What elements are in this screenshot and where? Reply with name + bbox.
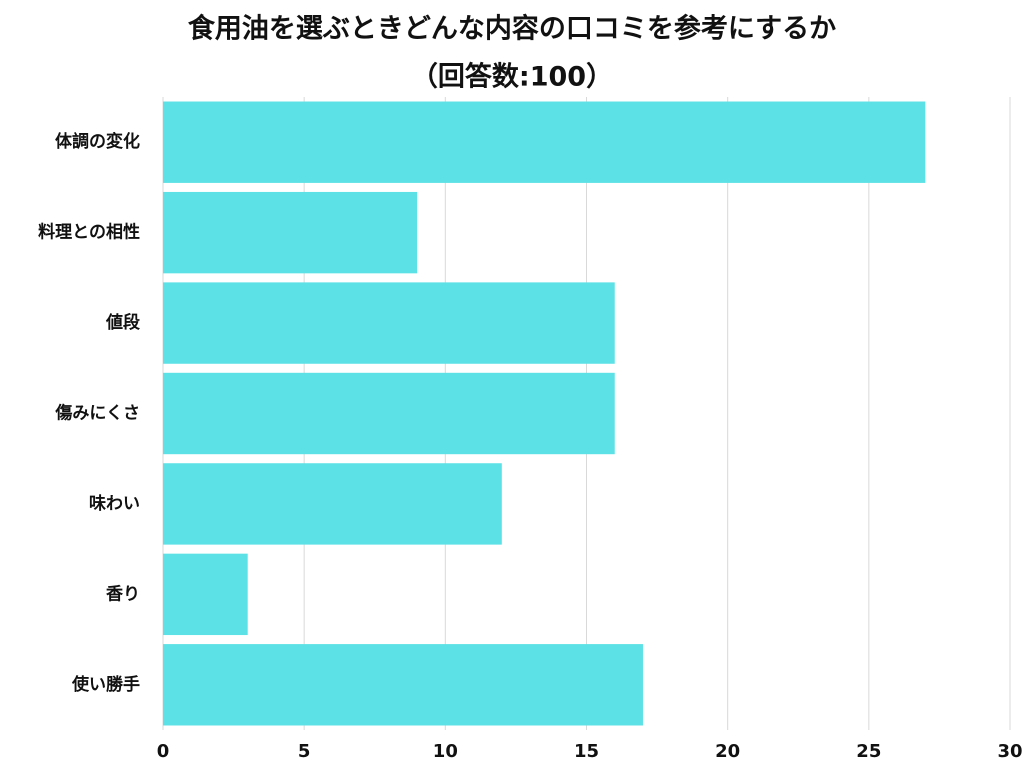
- x-tick-label: 20: [715, 741, 740, 762]
- bar: [163, 191, 418, 274]
- bar: [163, 282, 615, 364]
- bar: [163, 463, 502, 545]
- y-tick-label: 値段: [105, 312, 140, 333]
- x-tick-label: 30: [997, 741, 1022, 762]
- x-tick-label: 25: [856, 741, 881, 762]
- x-tick-label: 0: [157, 741, 170, 762]
- x-tick-label: 10: [433, 741, 458, 762]
- x-tick-label: 5: [298, 741, 311, 762]
- bar: [163, 644, 643, 726]
- x-tick-label: 15: [574, 741, 599, 762]
- y-tick-label: 体調の変化: [55, 131, 140, 152]
- chart-subtitle: （回答数:100）: [411, 61, 613, 93]
- y-tick-label: 味わい: [89, 493, 140, 514]
- y-tick-label: 傷みにくさ: [54, 403, 140, 424]
- bar: [163, 101, 926, 183]
- bar: [163, 372, 615, 455]
- y-tick-label: 使い勝手: [71, 674, 140, 695]
- y-tick-label: 香り: [106, 584, 140, 604]
- y-tick-label: 料理との相性: [38, 222, 140, 243]
- bar: [163, 553, 248, 636]
- chart-title: 食用油を選ぶときどんな内容の口コミを参考にするか: [188, 13, 836, 45]
